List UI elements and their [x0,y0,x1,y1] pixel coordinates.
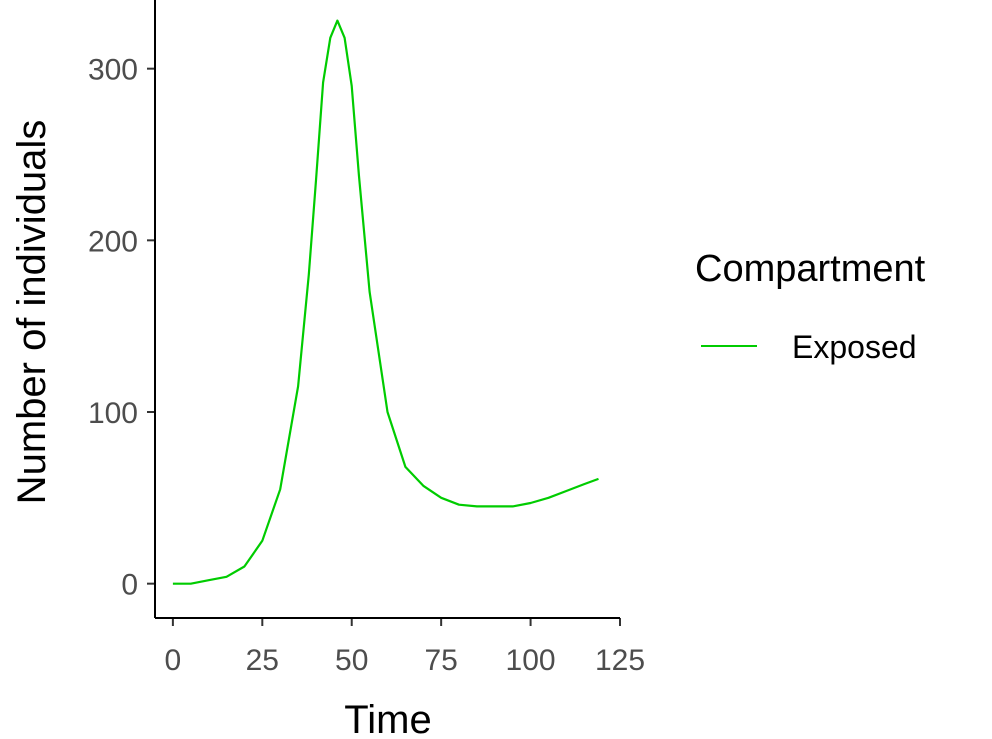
x-tick-label: 0 [165,644,182,677]
x-axis-title: Time [344,698,431,739]
x-tick-label: 75 [424,644,457,677]
y-axis-ticks: 0 100 200 300 [88,54,155,602]
legend-title: Compartment [695,248,926,290]
x-axis-ticks: 0 25 50 75 100 125 [165,618,645,677]
x-tick-label: 125 [595,644,645,677]
y-tick-label: 200 [88,225,138,258]
y-tick-label: 0 [121,569,138,602]
series-layer [172,19,599,585]
legend: Compartment Exposed [695,248,926,365]
x-tick-label: 25 [246,644,279,677]
y-axis-title: Number of individuals [10,120,54,505]
y-tick-label: 300 [88,54,138,87]
x-tick-label: 50 [335,644,368,677]
y-tick-label: 100 [88,397,138,430]
legend-label-exposed: Exposed [792,329,917,365]
series-line-exposed [172,19,599,585]
x-tick-label: 100 [506,644,556,677]
